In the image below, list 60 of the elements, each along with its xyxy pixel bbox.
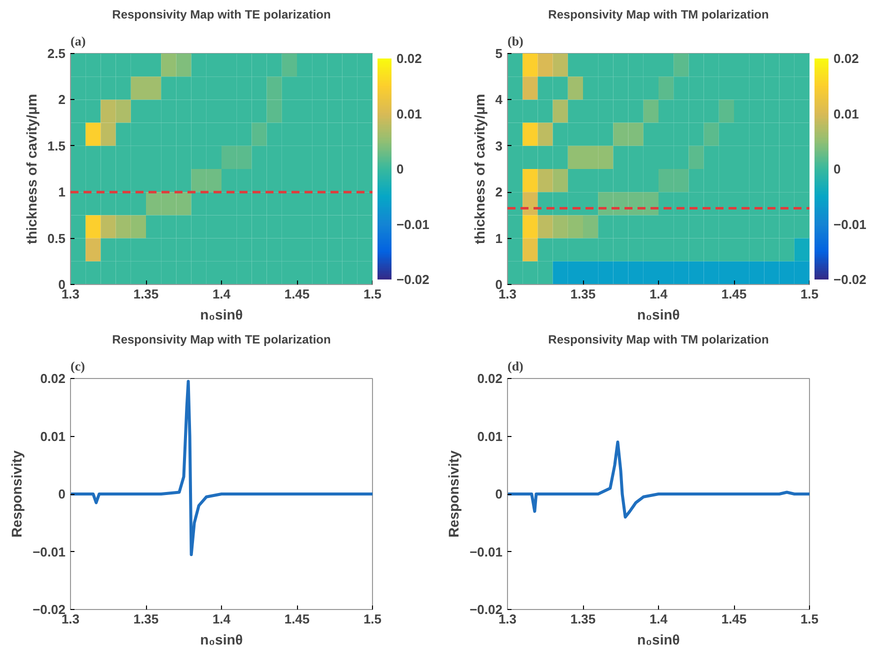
y-tick-label: 0.01 bbox=[40, 428, 66, 444]
x-tick-label: 1.5 bbox=[800, 286, 819, 302]
color-bar-label: −0.01 bbox=[396, 216, 430, 232]
x-tick-label: 1.4 bbox=[212, 612, 232, 626]
color-bar-label: −0.02 bbox=[834, 272, 866, 287]
x-tick-label: 1.35 bbox=[133, 286, 159, 302]
text: (b) bbox=[508, 34, 524, 48]
y-tick-label: 2 bbox=[58, 92, 66, 108]
y-axis-title: Responsivity bbox=[446, 450, 462, 538]
x-tick-label: 1.45 bbox=[284, 612, 310, 626]
x-axis-title: n₀sinθ bbox=[637, 632, 680, 648]
chart-title: Responsivity Map with TM polarization bbox=[548, 8, 769, 22]
x-tick-label: 1.5 bbox=[363, 612, 382, 626]
color-bar-label: 0 bbox=[396, 162, 404, 176]
color-bar-label: 0.02 bbox=[396, 51, 422, 66]
chart-title: Responsivity Map with TE polarization bbox=[112, 332, 331, 346]
chart-title: Responsivity Map with TM polarization bbox=[548, 332, 769, 346]
y-tick-label: −0.01 bbox=[470, 544, 503, 560]
x-tick-label: 1.5 bbox=[363, 286, 382, 302]
color-bar-label: −0.01 bbox=[834, 216, 866, 232]
x-tick-label: 1.4 bbox=[649, 612, 668, 626]
x-tick-label: 1.35 bbox=[570, 612, 596, 626]
y-tick-label: 0.5 bbox=[47, 230, 66, 246]
color-bar-label: −0.02 bbox=[396, 272, 430, 287]
y-tick-label: 2 bbox=[495, 184, 503, 200]
text: (a) bbox=[70, 34, 86, 48]
x-axis-title: n₀sinθ bbox=[637, 306, 680, 322]
y-axis-title: thickness of cavity/μm bbox=[23, 94, 40, 244]
color-bar-label: 0 bbox=[834, 162, 841, 176]
y-tick-label: 2.5 bbox=[47, 46, 66, 61]
color-bar-label: 0.01 bbox=[396, 106, 422, 122]
x-axis-title: n₀sinθ bbox=[200, 306, 243, 322]
y-tick-label: 0.02 bbox=[477, 371, 503, 386]
x-tick-label: 1.45 bbox=[721, 286, 747, 302]
y-tick-label: 1.5 bbox=[47, 138, 66, 154]
chart-title: Responsivity Map with TE polarization bbox=[112, 8, 331, 22]
x-tick-label: 1.35 bbox=[570, 286, 596, 302]
x-tick-label: 1.5 bbox=[800, 612, 819, 626]
x-tick-label: 1.45 bbox=[721, 612, 747, 626]
color-bar-label: 0.02 bbox=[834, 51, 859, 66]
x-tick-label: 1.4 bbox=[212, 286, 232, 302]
y-tick-label: 0 bbox=[495, 486, 503, 502]
color-bar-label: 0.01 bbox=[834, 106, 859, 122]
y-tick-label: 0 bbox=[58, 486, 66, 502]
x-tick-label: 1.45 bbox=[284, 286, 310, 302]
x-tick-label: 1.35 bbox=[133, 612, 159, 626]
x-tick-label: 1.4 bbox=[649, 286, 668, 302]
y-tick-label: 0.02 bbox=[40, 371, 66, 386]
y-tick-label: 5 bbox=[495, 46, 503, 61]
y-axis-title: thickness of cavity/μm bbox=[471, 94, 488, 244]
y-tick-label: 1 bbox=[495, 230, 503, 246]
y-tick-label: 3 bbox=[495, 138, 503, 154]
y-tick-label: −0.01 bbox=[32, 544, 66, 560]
y-tick-label: 1 bbox=[58, 184, 66, 200]
y-tick-label: 4 bbox=[495, 92, 504, 108]
y-axis-title: Responsivity bbox=[8, 450, 25, 538]
y-tick-label: 0.01 bbox=[477, 428, 503, 444]
text: (c) bbox=[70, 358, 85, 374]
x-axis-title: n₀sinθ bbox=[200, 632, 243, 648]
text: (d) bbox=[508, 358, 524, 374]
